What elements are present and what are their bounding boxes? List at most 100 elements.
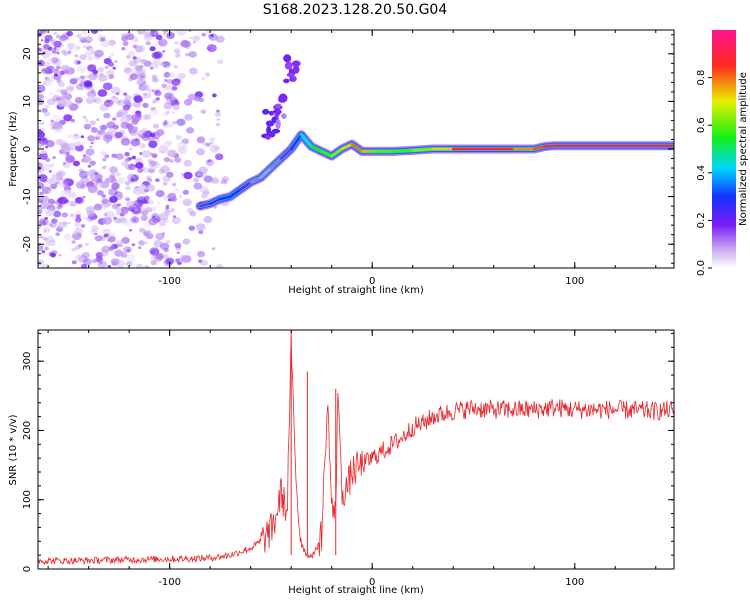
noise-cell — [202, 142, 206, 145]
noise-cell — [38, 99, 44, 106]
noise-cell — [76, 61, 81, 64]
y-tick-label: 20 — [22, 47, 33, 60]
noise-cell — [45, 157, 51, 162]
noise-cell — [214, 112, 221, 117]
noise-cell — [149, 108, 159, 116]
noise-cell — [80, 142, 85, 146]
noise-cell — [47, 57, 53, 62]
noise-cell — [87, 185, 98, 194]
noise-cell — [79, 54, 87, 60]
noise-cell — [70, 118, 76, 123]
noise-cell — [103, 112, 111, 119]
noise-cell — [60, 44, 65, 47]
noise-cell — [53, 73, 59, 77]
noise-cell — [85, 75, 90, 79]
noise-cell — [55, 138, 64, 146]
noise-cell — [174, 188, 179, 192]
noise-cell — [89, 47, 95, 53]
noise-cell — [132, 56, 137, 60]
noise-cell — [102, 82, 113, 91]
noise-cell — [140, 75, 145, 79]
noise-cell — [136, 263, 144, 268]
noise-cell — [200, 193, 208, 199]
noise-cell — [99, 124, 108, 131]
noise-cell — [38, 234, 44, 239]
noise-cell — [155, 190, 165, 198]
noise-cell — [85, 170, 93, 176]
noise-cell — [175, 53, 181, 58]
noise-cell — [128, 229, 133, 232]
noise-cell — [64, 69, 70, 74]
noise-cell — [67, 42, 75, 49]
noise-cell — [132, 203, 138, 208]
noise-cell — [107, 61, 115, 67]
noise-cell — [40, 163, 51, 171]
noise-cell — [90, 88, 96, 93]
noise-cell — [38, 224, 42, 230]
noise-cell — [43, 111, 51, 117]
noise-cell — [174, 242, 182, 249]
ridge-segment — [391, 149, 414, 153]
noise-cell — [148, 169, 154, 174]
noise-cell — [108, 39, 116, 46]
noise-cell — [102, 206, 108, 211]
ridge-segment — [289, 133, 303, 151]
noise-cell — [62, 161, 67, 165]
noise-cell — [53, 32, 57, 35]
noise-cell — [78, 255, 88, 263]
noise-cell — [193, 40, 197, 44]
noise-cell — [209, 137, 215, 142]
ridge-segment — [340, 142, 354, 151]
secondary-feature — [265, 135, 271, 140]
spectrogram-ylabel: Frequency (Hz) — [8, 111, 19, 187]
noise-cell — [135, 162, 144, 169]
noise-cell — [167, 149, 177, 158]
noise-cell — [91, 225, 99, 232]
noise-cell — [38, 259, 44, 265]
noise-cell — [59, 176, 64, 180]
noise-cell — [171, 78, 181, 86]
noise-cell — [162, 254, 169, 259]
noise-cell — [152, 99, 158, 104]
noise-cell — [180, 172, 184, 176]
noise-cell — [174, 41, 179, 45]
noise-cell — [66, 85, 75, 92]
noise-cell — [53, 40, 63, 48]
noise-cell — [108, 74, 115, 79]
noise-cell — [51, 113, 58, 119]
noise-cell — [79, 82, 85, 87]
noise-cell — [74, 246, 79, 250]
noise-cell — [213, 145, 220, 151]
noise-cell — [67, 221, 71, 225]
noise-cell — [200, 109, 207, 114]
ridge-segment — [279, 147, 293, 160]
noise-cell — [104, 154, 110, 159]
noise-cell — [120, 138, 131, 146]
secondary-feature — [288, 68, 294, 74]
noise-cell — [41, 30, 46, 33]
noise-cell — [61, 212, 69, 218]
noise-cell — [144, 188, 149, 193]
noise-cell — [81, 263, 87, 268]
noise-cell — [47, 198, 55, 205]
y-tick-label: 0 — [22, 566, 33, 572]
noise-cell — [124, 152, 130, 157]
noise-cell — [58, 204, 63, 208]
noise-cell — [171, 216, 181, 224]
noise-cell — [197, 250, 206, 258]
noise-cell — [101, 197, 109, 204]
noise-cell — [82, 251, 90, 259]
noise-cell — [153, 32, 158, 36]
noise-cell — [77, 243, 83, 248]
noise-cell — [67, 134, 72, 138]
noise-cell — [45, 104, 50, 108]
noise-cell — [142, 102, 149, 108]
noise-cell — [167, 72, 175, 78]
secondary-feature — [286, 72, 295, 77]
ridge-segment — [269, 157, 283, 170]
noise-cell — [74, 221, 81, 227]
noise-cell — [213, 205, 218, 209]
noise-cell — [150, 256, 155, 260]
noise-cell — [137, 168, 144, 174]
noise-cell — [206, 30, 211, 34]
